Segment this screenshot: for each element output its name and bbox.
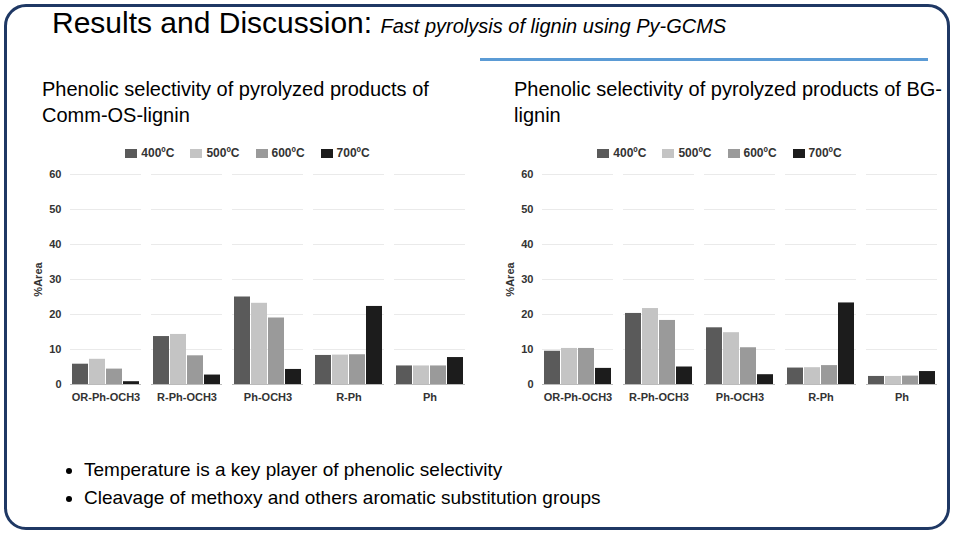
html-text:700ºC: 700ºC — [336, 146, 370, 160]
svg-text:10: 10 — [521, 343, 533, 355]
html-text:Results and Discussion:Fast py: Results and Discussion:Fast pyrolysis of… — [52, 6, 727, 39]
svg-text:20: 20 — [49, 308, 61, 320]
html-text:Phenolic selectivity of pyroly: Phenolic selectivity of pyrolyzed produc… — [42, 78, 429, 126]
svg-text:30: 30 — [49, 273, 61, 285]
html-text:700ºC: 700ºC — [808, 146, 842, 160]
html-text:600ºC: 600ºC — [271, 146, 305, 160]
svg-text:R-Ph: R-Ph — [808, 391, 834, 403]
html-text:Phenolic selectivity of pyroly: Phenolic selectivity of pyrolyzed produc… — [514, 78, 942, 126]
svg-text:R-Ph-OCH3: R-Ph-OCH3 — [629, 391, 689, 403]
svg-text:20: 20 — [521, 308, 533, 320]
svg-text:60: 60 — [49, 168, 61, 180]
html-text:500ºC: 500ºC — [678, 146, 712, 160]
svg-text:OR-Ph-OCH3: OR-Ph-OCH3 — [72, 391, 140, 403]
svg-text:Ph: Ph — [423, 391, 437, 403]
svg-text:40: 40 — [49, 238, 61, 250]
svg-text:R-Ph-OCH3: R-Ph-OCH3 — [157, 391, 217, 403]
html-text:400ºC: 400ºC — [613, 146, 647, 160]
svg-text:40: 40 — [521, 238, 533, 250]
svg-text:10: 10 — [49, 343, 61, 355]
svg-text:50: 50 — [521, 203, 533, 215]
svg-text:Ph: Ph — [895, 391, 909, 403]
svg-text:OR-Ph-OCH3: OR-Ph-OCH3 — [544, 391, 612, 403]
svg-text:50: 50 — [49, 203, 61, 215]
svg-text:%Area: %Area — [32, 262, 44, 297]
html-text:400ºC: 400ºC — [141, 146, 175, 160]
svg-text:%Area: %Area — [504, 262, 516, 297]
svg-text:30: 30 — [521, 273, 533, 285]
svg-text:Ph-OCH3: Ph-OCH3 — [244, 391, 292, 403]
svg-text:60: 60 — [521, 168, 533, 180]
svg-text:R-Ph: R-Ph — [336, 391, 362, 403]
html-text:Cleavage of methoxy and others: Cleavage of methoxy and others aromatic … — [84, 487, 601, 508]
html-text:Temperature is a key player of: Temperature is a key player of phenolic … — [84, 459, 503, 480]
svg-text:0: 0 — [527, 378, 533, 390]
html-text:600ºC: 600ºC — [743, 146, 777, 160]
svg-text:0: 0 — [55, 378, 61, 390]
html-text:500ºC: 500ºC — [206, 146, 240, 160]
svg-text:Ph-OCH3: Ph-OCH3 — [716, 391, 764, 403]
